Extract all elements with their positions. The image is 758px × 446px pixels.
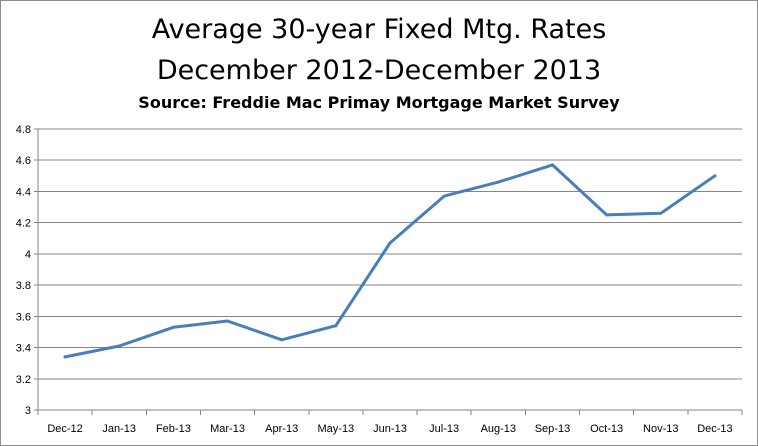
x-tick-label: Oct-13 <box>590 423 623 435</box>
y-axis-ticks: 3 3.2 3.4 3.6 3.8 4 4.2 4.4 4.6 4.8 <box>16 124 38 417</box>
y-tick-label: 3.6 <box>16 311 31 323</box>
data-point-Oct-13 <box>605 213 609 217</box>
data-point-Jan-13 <box>117 344 121 348</box>
y-tick-label: 4.6 <box>16 155 31 167</box>
data-point-Mar-13 <box>226 319 230 323</box>
data-point-Feb-13 <box>171 325 175 329</box>
data-point-Nov-13 <box>659 211 663 215</box>
x-tick-label: Sep-13 <box>535 423 570 435</box>
data-point-Apr-13 <box>280 338 284 342</box>
y-tick-label: 4.2 <box>16 218 31 230</box>
data-point-May-13 <box>334 324 338 328</box>
chart-subtitle: Source: Freddie Mac Primay Mortgage Mark… <box>138 93 620 112</box>
x-tick-label: Feb-13 <box>156 423 191 435</box>
x-axis-ticks: Dec-12 Jan-13 Feb-13 Mar-13 Apr-13 May-13 Jun-… <box>37 410 743 435</box>
data-point-Dec-12 <box>63 355 67 359</box>
gridlines <box>38 128 742 380</box>
series-layer <box>63 163 717 359</box>
x-tick-label: Apr-13 <box>265 423 298 435</box>
data-point-Jun-13 <box>388 241 392 245</box>
data-point-Dec-13 <box>713 174 717 178</box>
x-tick-label: Nov-13 <box>643 423 678 435</box>
x-tick-label: Mar-13 <box>210 423 245 435</box>
axes <box>37 129 742 411</box>
x-tick-label: May-13 <box>318 423 355 435</box>
y-tick-label: 4.8 <box>16 124 31 136</box>
x-tick-label: Jul-13 <box>429 423 459 435</box>
x-tick-label: Aug-13 <box>481 423 516 435</box>
x-tick-label: Jan-13 <box>102 423 136 435</box>
chart-title-line-2: December 2012-December 2013 <box>156 55 602 86</box>
y-tick-label: 3.8 <box>16 280 31 292</box>
data-point-Aug-13 <box>496 180 500 184</box>
chart-title: Average 30-year Fixed Mtg. Rates <box>151 14 607 45</box>
y-tick-label: 3.2 <box>16 374 31 386</box>
data-point-Sep-13 <box>550 163 554 167</box>
y-tick-label: 4.4 <box>16 186 31 198</box>
data-point-Jul-13 <box>442 194 446 198</box>
y-tick-label: 3.4 <box>16 343 31 355</box>
x-tick-label: Dec-13 <box>697 423 732 435</box>
y-tick-label: 4 <box>25 249 31 261</box>
x-tick-label: Dec-12 <box>47 423 82 435</box>
x-tick-label: Jun-13 <box>373 423 407 435</box>
y-tick-label: 3 <box>25 405 31 417</box>
series-line-0 <box>63 163 717 359</box>
